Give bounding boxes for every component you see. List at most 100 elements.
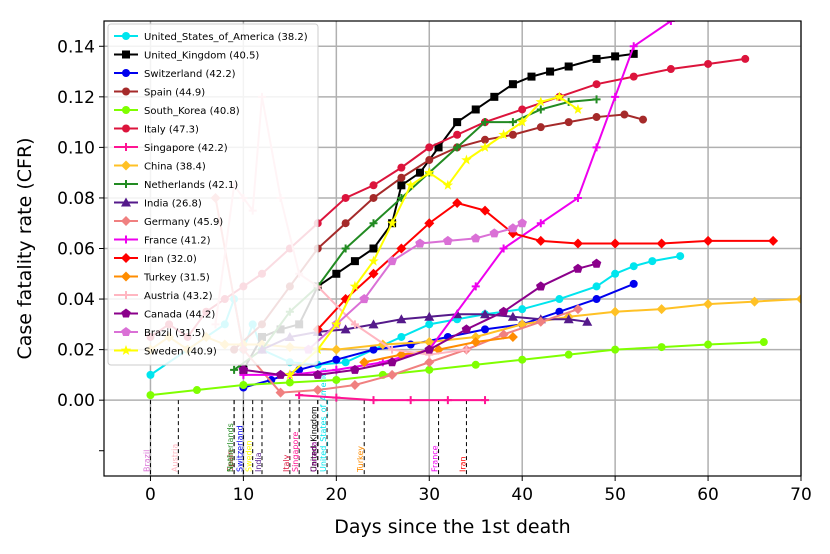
data-point [434,143,443,152]
legend-swatch-marker [121,216,131,226]
legend-item: Netherlands (42.1) [114,180,238,191]
data-point [656,304,667,315]
data-point [471,105,480,114]
data-point [349,380,360,390]
legend-label: South_Korea (40.8) [144,106,240,117]
data-point [592,54,601,63]
data-point [536,123,545,132]
data-point [471,282,480,291]
legend-item: Austria (43.2) [114,291,213,302]
event-label: Sweden [245,440,254,472]
data-point [341,358,350,367]
data-point [563,314,574,324]
series-line [289,95,579,376]
legend-item: Italy (47.3) [114,124,199,136]
data-point [508,118,517,127]
data-point [741,54,750,63]
data-point [592,95,601,104]
legend-label: Turkey (31.5) [143,273,210,284]
data-point [332,393,341,402]
data-point [350,257,359,266]
legend-item: Brazil (31.5) [114,327,205,339]
data-point [536,281,546,291]
data-point [359,357,370,368]
data-point [629,72,638,81]
data-point [405,179,416,190]
data-point [498,129,509,140]
data-point [368,255,379,266]
data-point [572,103,584,114]
legend-item: Germany (45.9) [114,216,223,228]
legend-swatch-marker [121,160,131,171]
legend-label: Sweden (40.9) [144,347,217,358]
y-tick-label: 0.00 [57,391,95,411]
data-point [629,262,638,271]
data-point [508,130,517,139]
data-point [573,193,582,202]
data-point [498,306,509,316]
data-point [396,243,407,254]
data-point [267,375,276,384]
data-point [368,319,379,329]
data-point [481,135,490,144]
data-point [535,316,546,327]
data-point [518,105,527,114]
data-point [295,391,304,400]
legend-label: Netherlands (42.1) [144,180,238,191]
event-label: United_States_of_America [319,368,328,472]
data-point [629,49,638,58]
y-tick-label: 0.06 [57,240,95,260]
event-label: Netherlands [226,423,235,472]
data-point [507,331,518,342]
legend-box [107,23,319,366]
y-tick-label: 0.12 [57,88,95,108]
legend-swatch-marker [121,197,131,207]
legend-label: France (41.2) [144,236,211,247]
data-point [453,118,462,127]
data-point [470,331,481,342]
series-15 [238,258,602,379]
data-point [611,92,620,101]
data-point [192,386,201,395]
y-tick-label: 0.02 [57,341,95,361]
x-tick-label: 0 [145,485,156,505]
data-point [546,67,555,76]
data-point [768,235,779,246]
data-point [555,307,564,316]
legend-item: Canada (44.2) [114,308,215,321]
data-point [499,244,508,253]
data-point [479,141,491,152]
legend-item: Switzerland (42.2) [114,69,236,80]
data-point [146,391,155,400]
data-point [388,345,397,354]
event-label: Singapore [291,432,300,472]
event-label: Spain [226,450,235,472]
legend-item: Singapore (42.2) [114,143,228,154]
data-point [527,72,536,81]
y-tick-label: 0.14 [57,37,95,57]
data-point [425,156,434,165]
data-point [564,118,573,127]
data-point [424,218,435,229]
data-point [424,344,435,354]
data-point [703,235,714,246]
legend-label: Switzerland (42.2) [144,69,236,80]
data-point [582,316,593,326]
legend: United_States_of_America (38.2) United_Ki… [107,23,319,366]
data-point [406,340,415,349]
data-point [657,343,666,352]
x-tick-label: 60 [697,485,719,505]
legend-item: China (38.4) [114,160,206,173]
data-point [620,110,629,119]
data-point [610,306,621,317]
data-point [331,318,342,329]
data-point [611,345,620,354]
data-point [369,345,378,354]
event-label: Switzerland [235,425,244,472]
data-point [535,235,546,246]
data-point [424,311,435,321]
legend-label: India (26.8) [144,199,202,210]
y-axis-title: Case fatality rate (CFR) [14,137,36,359]
legend-swatch-marker [122,291,130,299]
